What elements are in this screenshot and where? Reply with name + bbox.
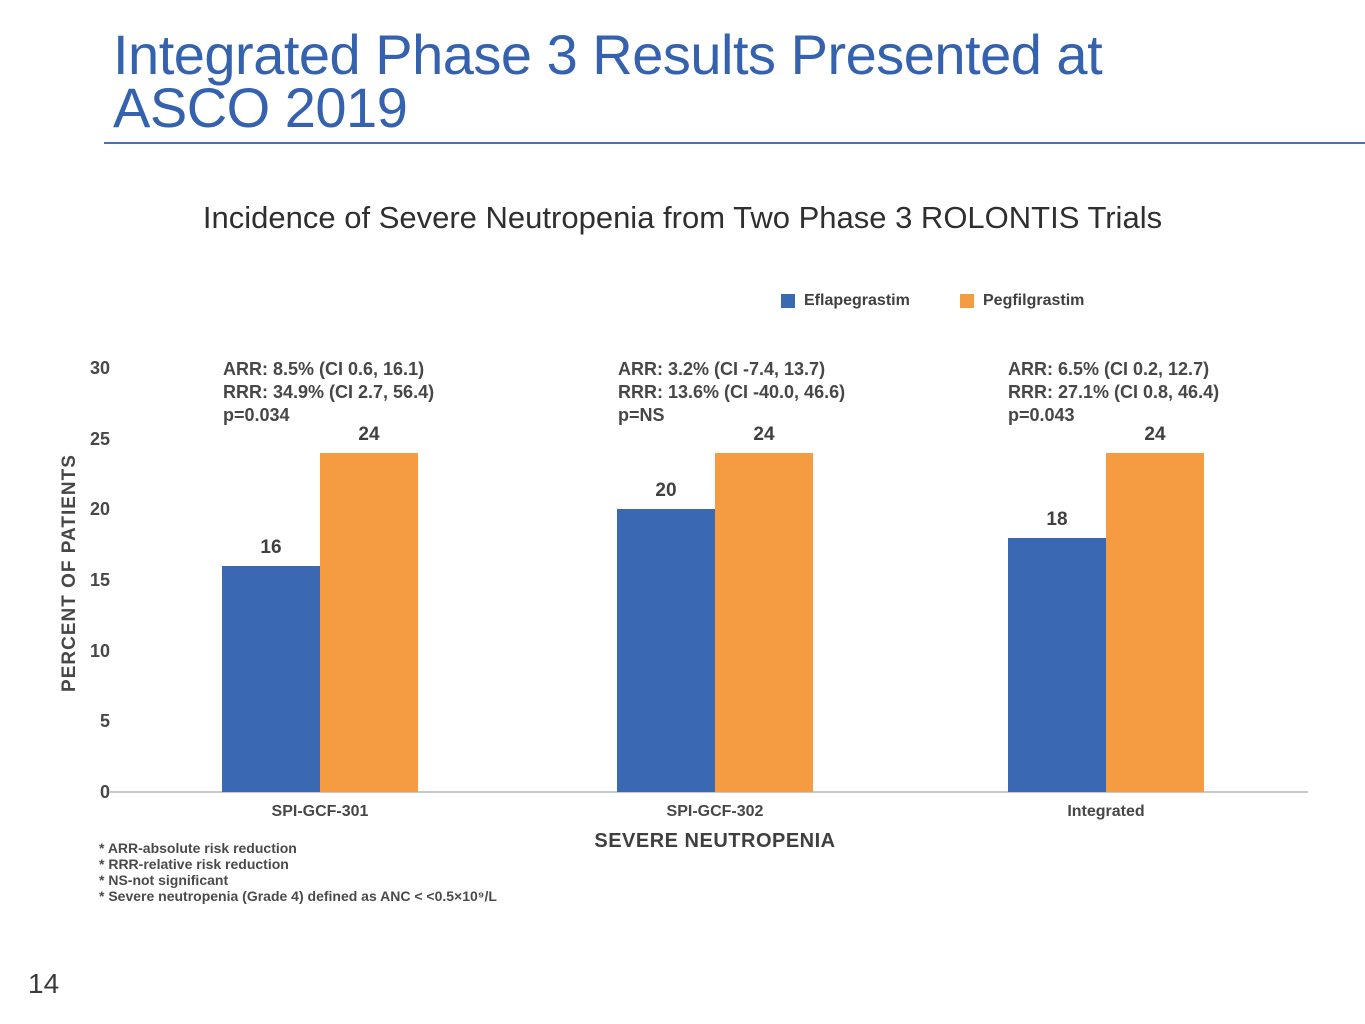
y-tick-15: 15 [89, 570, 110, 590]
annotation-pvalue: p=0.034 [223, 405, 290, 425]
footnote-ns: * NS-not significant [99, 872, 229, 888]
annotation-arr: ARR: 8.5% (CI 0.6, 16.1) [223, 359, 425, 379]
annotation-arr: ARR: 3.2% (CI -7.4, 13.7) [618, 359, 826, 379]
annotation-integrated: ARR: 6.5% (CI 0.2, 12.7) RRR: 27.1% (CI … [1008, 358, 1219, 427]
bar-pegfilgrastim-integrated [1106, 452, 1204, 792]
y-tick-25: 25 [89, 429, 110, 449]
bar-eflapegrastim-spi-gcf-302 [617, 509, 715, 792]
bar-value-label: 24 [358, 423, 380, 445]
legend-item-eflapegrastim: Eflapegrastim [781, 292, 910, 310]
y-tick-5: 5 [99, 711, 110, 731]
y-tick-0: 0 [99, 782, 110, 802]
bar-pegfilgrastim-spi-gcf-302 [715, 452, 813, 792]
footnote-rrr: * RRR-relative risk reduction [99, 856, 289, 872]
bar-eflapegrastim-integrated [1008, 537, 1106, 792]
annotation-spi-gcf-302: ARR: 3.2% (CI -7.4, 13.7) RRR: 13.6% (CI… [618, 358, 845, 427]
bar-value-label: 18 [1046, 508, 1068, 530]
bar-value-label: 24 [753, 423, 775, 445]
annotation-rrr: RRR: 13.6% (CI -40.0, 46.6) [618, 382, 846, 402]
page-number: 14 [28, 968, 60, 999]
slide-title: Integrated Phase 3 Results Presented at … [113, 23, 1103, 140]
legend-label: Pegfilgrastim [983, 292, 1085, 309]
legend-item-pegfilgrastim: Pegfilgrastim [960, 292, 1084, 310]
annotation-pvalue: p=0.043 [1008, 405, 1075, 425]
pegfilgrastim-swatch-icon [960, 294, 974, 308]
category-label-spi-gcf-302: SPI-GCF-302 [666, 803, 764, 820]
title-divider [104, 142, 1365, 144]
chart-title: Incidence of Severe Neutropenia from Two… [202, 200, 1163, 235]
annotation-arr: ARR: 6.5% (CI 0.2, 12.7) [1008, 359, 1210, 379]
bar-value-label: 16 [260, 536, 282, 558]
y-tick-10: 10 [89, 641, 110, 661]
annotation-pvalue: p=NS [618, 405, 665, 425]
footnote-severe-neutropenia: * Severe neutropenia (Grade 4) defined a… [99, 888, 497, 904]
x-axis-line [110, 791, 1308, 793]
bar-value-label: 20 [655, 480, 677, 502]
annotation-spi-gcf-301: ARR: 8.5% (CI 0.6, 16.1) RRR: 34.9% (CI … [223, 358, 434, 427]
annotation-rrr: RRR: 27.1% (CI 0.8, 46.4) [1008, 382, 1220, 402]
bar-pegfilgrastim-spi-gcf-301 [320, 452, 418, 792]
y-tick-20: 20 [89, 499, 110, 519]
bar-value-label: 24 [1144, 423, 1166, 445]
bar-eflapegrastim-spi-gcf-301 [222, 565, 320, 792]
category-label-integrated: Integrated [1067, 803, 1145, 820]
eflapegrastim-swatch-icon [781, 294, 795, 308]
y-tick-30: 30 [89, 358, 110, 378]
category-label-spi-gcf-301: SPI-GCF-301 [271, 803, 369, 820]
annotation-rrr: RRR: 34.9% (CI 2.7, 56.4) [223, 382, 435, 402]
footnotes: * ARR-absolute risk reduction * RRR-rela… [99, 840, 497, 904]
x-axis-title: SEVERE NEUTROPENIA [594, 830, 836, 852]
legend-label: Eflapegrastim [804, 292, 910, 309]
footnote-arr: * ARR-absolute risk reduction [99, 840, 297, 856]
